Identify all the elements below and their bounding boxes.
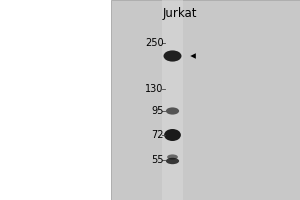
Text: 72: 72 — [151, 130, 164, 140]
Text: 95: 95 — [151, 106, 164, 116]
Bar — [111, 0, 300, 200]
Ellipse shape — [166, 107, 179, 115]
Text: 130: 130 — [145, 84, 164, 94]
Text: 250: 250 — [145, 38, 164, 48]
Ellipse shape — [164, 129, 181, 141]
Bar — [162, 0, 183, 200]
Ellipse shape — [167, 154, 178, 160]
Text: 55: 55 — [151, 155, 164, 165]
Ellipse shape — [166, 158, 179, 164]
Text: Jurkat: Jurkat — [163, 6, 197, 20]
Ellipse shape — [164, 50, 181, 62]
